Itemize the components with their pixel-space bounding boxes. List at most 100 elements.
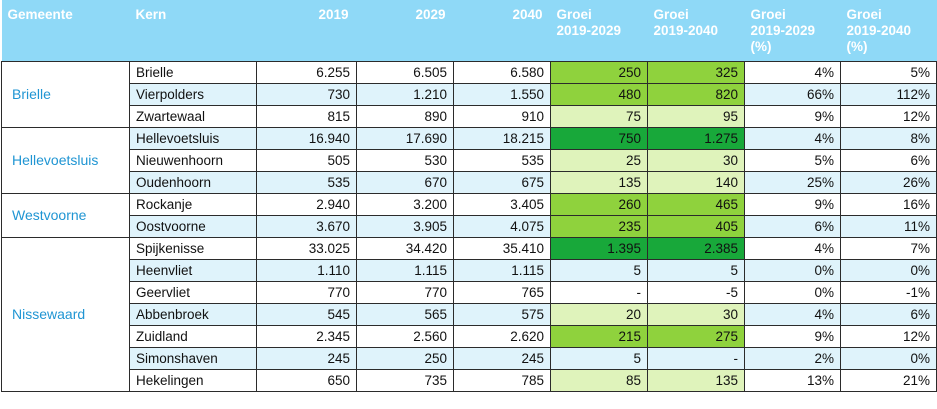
header-groei-pct-2029-line2: 2019-2029 bbox=[751, 23, 835, 39]
growth-2029-cell: 5 bbox=[551, 259, 648, 281]
header-groei-pct-2029: Groei 2019-2029 (%) bbox=[745, 0, 841, 61]
header-2029: 2029 bbox=[357, 0, 454, 61]
value-2040-cell: 675 bbox=[454, 171, 551, 193]
value-2040-cell: 3.405 bbox=[454, 193, 551, 215]
growth-2029-cell: 750 bbox=[551, 127, 648, 149]
growth-2040-cell: 30 bbox=[648, 149, 745, 171]
value-2029-cell: 530 bbox=[357, 149, 454, 171]
kern-cell: Geervliet bbox=[130, 281, 257, 303]
growth-2029-cell: 235 bbox=[551, 215, 648, 237]
growth-pct-2040-cell: 21% bbox=[841, 369, 937, 391]
growth-2040-cell: 275 bbox=[648, 325, 745, 347]
growth-2029-cell: 250 bbox=[551, 61, 648, 83]
growth-pct-2040-cell: 16% bbox=[841, 193, 937, 215]
header-gemeente: Gemeente bbox=[2, 0, 130, 61]
growth-2029-cell: 85 bbox=[551, 369, 648, 391]
growth-pct-2029-cell: 66% bbox=[745, 83, 841, 105]
growth-2040-cell: 5 bbox=[648, 259, 745, 281]
value-2029-cell: 735 bbox=[357, 369, 454, 391]
kern-cell: Spijkenisse bbox=[130, 237, 257, 259]
table-body: Brielle Brielle 6.255 6.505 6.580 250 325 4% 5% V… bbox=[2, 61, 937, 391]
kern-cell: Zuidland bbox=[130, 325, 257, 347]
value-2019-cell: 33.025 bbox=[257, 237, 357, 259]
value-2029-cell: 34.420 bbox=[357, 237, 454, 259]
kern-cell: Brielle bbox=[130, 61, 257, 83]
value-2019-cell: 535 bbox=[257, 171, 357, 193]
growth-2029-cell: 75 bbox=[551, 105, 648, 127]
growth-pct-2029-cell: 4% bbox=[745, 237, 841, 259]
header-2040: 2040 bbox=[454, 0, 551, 61]
growth-2040-cell: 140 bbox=[648, 171, 745, 193]
growth-2040-cell: 405 bbox=[648, 215, 745, 237]
value-2029-cell: 250 bbox=[357, 347, 454, 369]
growth-2040-cell: 135 bbox=[648, 369, 745, 391]
value-2040-cell: 245 bbox=[454, 347, 551, 369]
growth-2040-cell: 2.385 bbox=[648, 237, 745, 259]
table-row: Zwartewaal 815 890 910 75 95 9% 12% bbox=[2, 105, 937, 127]
header-groei-pct-2040-line2: 2019-2040 bbox=[847, 23, 931, 39]
value-2029-cell: 565 bbox=[357, 303, 454, 325]
value-2019-cell: 245 bbox=[257, 347, 357, 369]
growth-pct-2040-cell: 7% bbox=[841, 237, 937, 259]
table-row: Nieuwenhoorn 505 530 535 25 30 5% 6% bbox=[2, 149, 937, 171]
kern-cell: Oudenhoorn bbox=[130, 171, 257, 193]
growth-2029-cell: 480 bbox=[551, 83, 648, 105]
growth-pct-2029-cell: 4% bbox=[745, 61, 841, 83]
header-groei-pct-2040: Groei 2019-2040 (%) bbox=[841, 0, 937, 61]
gemeente-cell: Brielle bbox=[2, 61, 130, 127]
value-2029-cell: 1.115 bbox=[357, 259, 454, 281]
table-row: Geervliet 770 770 765- -5 0% -1% bbox=[2, 281, 937, 303]
growth-pct-2040-cell: 6% bbox=[841, 303, 937, 325]
value-2040-cell: 18.215 bbox=[454, 127, 551, 149]
header-groei-2040-line2: 2019-2040 bbox=[654, 23, 739, 39]
growth-2029-cell: - bbox=[551, 281, 648, 303]
header-groei-2040: Groei 2019-2040 bbox=[648, 0, 745, 61]
value-2040-cell: 765 bbox=[454, 281, 551, 303]
growth-2040-cell: 30 bbox=[648, 303, 745, 325]
growth-pct-2029-cell: 0% bbox=[745, 259, 841, 281]
table-row: Heenvliet 1.110 1.115 1.115 5 5 0% 0% bbox=[2, 259, 937, 281]
growth-pct-2029-cell: 9% bbox=[745, 193, 841, 215]
value-2029-cell: 2.560 bbox=[357, 325, 454, 347]
growth-2029-cell: 20 bbox=[551, 303, 648, 325]
gemeente-cell: Nissewaard bbox=[2, 237, 130, 391]
growth-pct-2040-cell: 6% bbox=[841, 149, 937, 171]
table-row: Oostvoorne 3.670 3.905 4.075 235 405 6% 11% bbox=[2, 215, 937, 237]
value-2029-cell: 3.905 bbox=[357, 215, 454, 237]
value-2040-cell: 2.620 bbox=[454, 325, 551, 347]
header-groei-2029-line2: 2019-2029 bbox=[557, 23, 642, 39]
gemeente-cell: Hellevoetsluis bbox=[2, 127, 130, 193]
table-row: Westvoorne Rockanje 2.940 3.200 3.405 260 465 9… bbox=[2, 193, 937, 215]
value-2019-cell: 545 bbox=[257, 303, 357, 325]
kern-cell: Nieuwenhoorn bbox=[130, 149, 257, 171]
table-row: Zuidland 2.345 2.560 2.620 215 275 9% 12% bbox=[2, 325, 937, 347]
table-row: Hekelingen 650 735 785 85 135 13% 21% bbox=[2, 369, 937, 391]
kern-cell: Simonshaven bbox=[130, 347, 257, 369]
header-2019: 2019 bbox=[257, 0, 357, 61]
growth-pct-2040-cell: 5% bbox=[841, 61, 937, 83]
kern-cell: Hekelingen bbox=[130, 369, 257, 391]
growth-pct-2029-cell: 25% bbox=[745, 171, 841, 193]
value-2019-cell: 2.345 bbox=[257, 325, 357, 347]
growth-2040-cell: - bbox=[648, 347, 745, 369]
header-groei-2029: Groei 2019-2029 bbox=[551, 0, 648, 61]
value-2040-cell: 575 bbox=[454, 303, 551, 325]
growth-pct-2040-cell: 0% bbox=[841, 259, 937, 281]
kern-cell: Oostvoorne bbox=[130, 215, 257, 237]
growth-pct-2029-cell: 5% bbox=[745, 149, 841, 171]
growth-2040-cell: -5 bbox=[648, 281, 745, 303]
table-row: Vierpolders 730 1.210 1.550 480 820 66% 112% bbox=[2, 83, 937, 105]
value-2019-cell: 6.255 bbox=[257, 61, 357, 83]
table-header: Gemeente Kern 2019 2029 2040 Groei 2019-… bbox=[2, 0, 937, 61]
value-2019-cell: 650 bbox=[257, 369, 357, 391]
header-groei-pct-2040-line1: Groei bbox=[847, 7, 931, 23]
growth-pct-2029-cell: 13% bbox=[745, 369, 841, 391]
growth-pct-2040-cell: 8% bbox=[841, 127, 937, 149]
growth-2029-cell: 5 bbox=[551, 347, 648, 369]
growth-pct-2029-cell: 2% bbox=[745, 347, 841, 369]
population-growth-table: Gemeente Kern 2019 2029 2040 Groei 2019-… bbox=[1, 0, 937, 392]
value-2040-cell: 6.580 bbox=[454, 61, 551, 83]
header-groei-2040-line1: Groei bbox=[654, 7, 739, 23]
value-2019-cell: 1.110 bbox=[257, 259, 357, 281]
table-row: Oudenhoorn 535 670 675 135 140 25% 26% bbox=[2, 171, 937, 193]
